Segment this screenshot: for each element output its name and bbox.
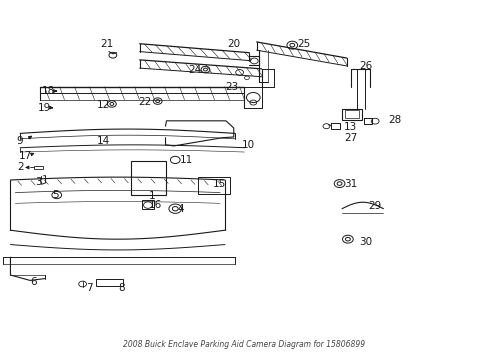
Text: 19: 19 [38, 103, 51, 113]
Text: 13: 13 [344, 122, 357, 132]
Text: 17: 17 [19, 150, 32, 161]
Text: 30: 30 [358, 237, 371, 247]
Circle shape [345, 237, 349, 241]
Text: 12: 12 [96, 100, 109, 110]
Text: 23: 23 [225, 82, 239, 93]
Text: 10: 10 [242, 140, 254, 150]
Circle shape [110, 103, 114, 105]
Text: 20: 20 [227, 40, 240, 49]
Text: 14: 14 [96, 136, 109, 146]
Text: 18: 18 [42, 86, 55, 96]
Text: 24: 24 [188, 64, 201, 75]
Text: 26: 26 [358, 61, 371, 71]
Bar [341, 109, 361, 120]
Text: 7: 7 [86, 283, 93, 293]
Text: 29: 29 [368, 201, 381, 211]
Bar [198, 177, 229, 194]
Circle shape [172, 207, 178, 211]
Bar [96, 279, 122, 286]
Circle shape [289, 43, 294, 47]
Text: 15: 15 [212, 179, 225, 189]
Text: 11: 11 [179, 155, 192, 165]
Text: 28: 28 [387, 115, 401, 125]
Circle shape [203, 68, 207, 71]
Bar [142, 201, 154, 210]
Text: 2008 Buick Enclave Parking Aid Camera Diagram for 15806899: 2008 Buick Enclave Parking Aid Camera Di… [123, 340, 365, 349]
Circle shape [156, 100, 159, 103]
Text: 21: 21 [100, 40, 113, 49]
Text: 22: 22 [138, 97, 151, 107]
Text: 2: 2 [17, 162, 23, 172]
Text: 25: 25 [297, 40, 310, 49]
Text: 16: 16 [149, 200, 162, 210]
Text: 3: 3 [35, 177, 42, 187]
Text: 1: 1 [148, 191, 155, 201]
Text: 8: 8 [118, 283, 124, 293]
Circle shape [336, 182, 341, 185]
Text: 31: 31 [344, 179, 357, 189]
Text: 5: 5 [52, 190, 59, 200]
Text: 9: 9 [16, 136, 22, 146]
Bar [344, 111, 358, 118]
Bar [34, 166, 42, 169]
Text: 6: 6 [30, 277, 37, 287]
Text: 4: 4 [178, 204, 184, 215]
Text: 27: 27 [344, 133, 357, 143]
Bar [131, 161, 165, 195]
